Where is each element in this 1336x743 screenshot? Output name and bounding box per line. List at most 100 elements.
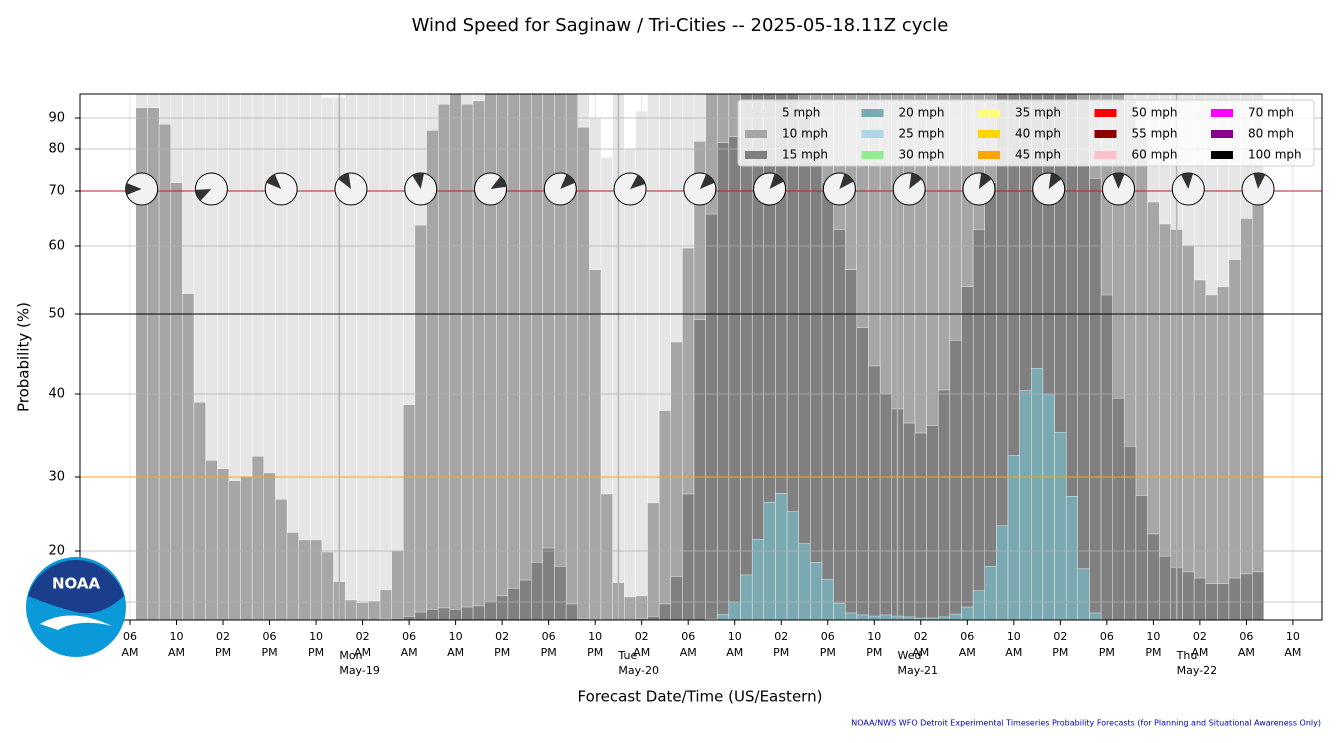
bar xyxy=(810,562,823,620)
x-tick-label: 06 AM xyxy=(121,630,139,659)
bar xyxy=(845,269,858,620)
bar xyxy=(519,94,532,620)
bar xyxy=(1007,455,1020,620)
wind-wedge xyxy=(699,174,715,189)
wind-wedge xyxy=(909,173,922,189)
bar xyxy=(647,616,660,620)
bar xyxy=(938,389,951,620)
bar xyxy=(821,182,834,620)
bar xyxy=(344,599,357,620)
bar xyxy=(1089,612,1102,620)
bar xyxy=(833,229,846,620)
bar xyxy=(868,365,881,620)
bar xyxy=(403,616,416,620)
bar xyxy=(1019,390,1032,620)
bar xyxy=(845,612,858,620)
bar xyxy=(670,576,683,620)
bar xyxy=(1182,571,1195,620)
legend-label: 10 mph xyxy=(782,127,828,141)
bar xyxy=(437,104,451,620)
bar xyxy=(193,402,206,620)
bar xyxy=(356,602,369,620)
bar xyxy=(379,589,392,620)
legend-swatch xyxy=(861,151,884,159)
bar xyxy=(391,550,404,620)
bar xyxy=(879,614,892,620)
day-label: Tue May-20 xyxy=(618,649,659,677)
bar xyxy=(728,136,741,620)
bar xyxy=(1252,571,1265,620)
bar xyxy=(740,94,753,620)
bar xyxy=(461,104,474,620)
bar xyxy=(496,595,509,620)
legend-label: 45 mph xyxy=(1015,148,1061,162)
bar xyxy=(740,574,753,620)
wind-wedge xyxy=(1048,173,1062,189)
y-axis-label: Probability (%) xyxy=(15,302,33,412)
bar xyxy=(972,590,985,620)
bar xyxy=(437,607,451,620)
bar xyxy=(554,566,567,620)
x-tick-label: 02 AM xyxy=(354,630,372,659)
x-tick-label: 06 AM xyxy=(400,630,418,659)
bar xyxy=(728,601,741,620)
bar xyxy=(1100,294,1113,620)
bar xyxy=(391,94,404,620)
x-tick-label: 06 PM xyxy=(819,630,836,659)
bar xyxy=(461,606,474,620)
legend-swatch xyxy=(861,109,884,117)
bar xyxy=(647,502,660,620)
legend-swatch xyxy=(1211,130,1233,138)
bar xyxy=(1135,495,1148,620)
bar xyxy=(496,94,509,620)
bar xyxy=(344,94,357,620)
legend-label: 50 mph xyxy=(1132,106,1178,120)
bar xyxy=(693,319,706,620)
bar xyxy=(298,539,311,620)
day-label: Thu May-22 xyxy=(1176,649,1218,677)
x-tick-label: 10 AM xyxy=(1284,630,1302,659)
bar xyxy=(856,327,869,620)
bar xyxy=(658,603,671,620)
bar xyxy=(449,94,462,620)
bar xyxy=(1077,568,1090,620)
bar xyxy=(403,404,416,620)
footer: NOAA/NWS WFO Detroit Experimental Timese… xyxy=(851,719,1321,728)
bar xyxy=(368,600,381,620)
legend-swatch xyxy=(978,151,1000,159)
bar xyxy=(1252,182,1265,620)
y-tick-label: 90 xyxy=(48,111,65,126)
legend-label: 15 mph xyxy=(782,148,828,162)
legend-swatch xyxy=(1211,151,1233,159)
legend-swatch xyxy=(1094,130,1117,138)
bar xyxy=(205,460,218,620)
legend-label: 40 mph xyxy=(1015,127,1061,141)
bar xyxy=(531,562,544,620)
bar xyxy=(251,456,264,620)
bar xyxy=(484,94,497,620)
legend-swatch xyxy=(978,109,1000,117)
bar xyxy=(972,229,985,620)
bar xyxy=(810,130,823,620)
legend-swatch xyxy=(745,130,767,138)
bar xyxy=(472,605,485,620)
bar xyxy=(984,182,997,620)
y-tick-label: 30 xyxy=(48,470,65,485)
bar xyxy=(1042,393,1055,620)
wind-wedge xyxy=(490,176,507,189)
bar xyxy=(182,293,195,620)
x-tick-label: 06 AM xyxy=(679,630,697,659)
bar xyxy=(1193,577,1206,620)
bar xyxy=(1182,245,1195,620)
bar xyxy=(414,224,427,620)
bar xyxy=(449,609,462,620)
bar xyxy=(1228,577,1241,620)
x-tick-label: 02 PM xyxy=(773,630,790,659)
bar xyxy=(531,94,544,620)
bar xyxy=(961,606,974,620)
bar xyxy=(565,603,578,620)
wind-wedge xyxy=(1253,172,1266,189)
x-tick-label: 10 AM xyxy=(168,630,186,659)
bar xyxy=(484,601,497,620)
